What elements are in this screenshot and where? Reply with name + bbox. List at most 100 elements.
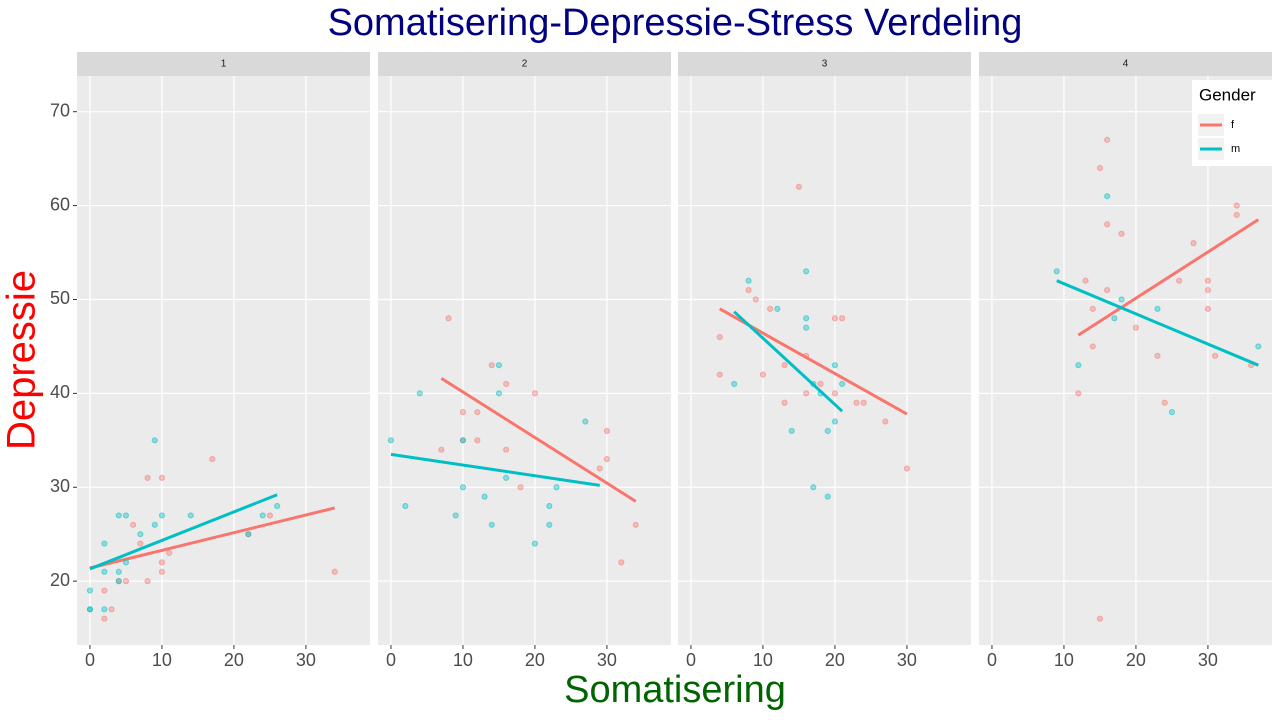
point [331, 568, 338, 575]
point [781, 362, 788, 369]
point [1204, 305, 1212, 312]
x-tick-label: 10 [1054, 650, 1074, 670]
point [209, 455, 216, 463]
y-tick-label: 50 [50, 288, 70, 308]
point [903, 465, 911, 472]
point [137, 531, 144, 538]
point [495, 390, 503, 397]
x-tick-label: 20 [224, 650, 244, 670]
point [546, 502, 553, 510]
x-tick-label: 30 [1198, 650, 1218, 670]
point [803, 315, 810, 322]
x-tick-label: 10 [453, 650, 473, 670]
point [1053, 268, 1060, 275]
point [1075, 390, 1082, 397]
point [151, 521, 158, 528]
point [596, 465, 603, 472]
point [259, 512, 266, 519]
point [1204, 286, 1212, 294]
point [1082, 277, 1089, 284]
point [101, 587, 108, 594]
point [803, 268, 810, 275]
point [274, 502, 281, 510]
panel [77, 76, 370, 645]
facet-title: 1 [221, 59, 227, 70]
point [788, 427, 795, 435]
point [495, 362, 503, 369]
point [817, 380, 824, 388]
point [187, 512, 194, 519]
point [882, 418, 889, 425]
point [101, 615, 108, 622]
point [1255, 343, 1262, 350]
point [503, 474, 510, 481]
panel [378, 76, 671, 645]
point [1233, 211, 1240, 219]
point [445, 315, 452, 322]
trend-line [1077, 218, 1260, 337]
point [144, 578, 151, 585]
point [553, 484, 560, 491]
point [582, 418, 589, 425]
facet-title: 2 [522, 59, 528, 70]
point [531, 390, 539, 397]
point [752, 296, 759, 303]
strip [678, 52, 971, 76]
point [459, 437, 467, 444]
point [853, 399, 860, 406]
x-tick-label: 0 [85, 650, 95, 670]
point [158, 474, 166, 481]
point [1233, 202, 1240, 209]
x-tick-label: 0 [987, 650, 997, 670]
facet-title: 4 [1123, 59, 1129, 70]
point [810, 484, 817, 491]
point [745, 286, 752, 294]
point [488, 521, 495, 528]
point [503, 446, 510, 453]
point [618, 559, 625, 566]
x-tick-label: 30 [597, 650, 617, 670]
point [474, 437, 481, 444]
point [1204, 277, 1212, 284]
point [101, 606, 108, 613]
point [716, 333, 723, 341]
point [459, 484, 467, 491]
trend-line [440, 377, 637, 503]
point [86, 587, 94, 594]
point [1104, 193, 1111, 200]
point [1168, 409, 1176, 416]
point [1132, 324, 1140, 331]
point [1104, 286, 1111, 294]
point [731, 380, 738, 388]
point [459, 409, 467, 416]
point [1089, 343, 1096, 350]
x-tick-label: 0 [386, 650, 396, 670]
trend-line [1056, 279, 1259, 367]
point [166, 549, 173, 557]
point [387, 437, 395, 444]
point [531, 540, 539, 547]
point [839, 315, 846, 322]
point [603, 455, 611, 463]
point [759, 371, 767, 378]
point [115, 512, 122, 519]
point [781, 399, 788, 406]
point [546, 521, 553, 528]
panel [678, 76, 971, 645]
point [402, 502, 409, 510]
panel [979, 76, 1272, 645]
x-tick-label: 0 [686, 650, 696, 670]
point [1154, 352, 1161, 359]
point [488, 362, 495, 369]
point [1176, 277, 1183, 284]
chart-title: Somatisering-Depressie-Stress Verdeling [328, 2, 1023, 44]
point [86, 606, 94, 613]
x-tick-label: 20 [525, 650, 545, 670]
legend-label: m [1231, 143, 1240, 155]
trend-line [89, 493, 278, 571]
point [101, 540, 108, 547]
point [1096, 615, 1104, 622]
x-tick-label: 10 [152, 650, 172, 670]
trend-line [733, 310, 844, 413]
